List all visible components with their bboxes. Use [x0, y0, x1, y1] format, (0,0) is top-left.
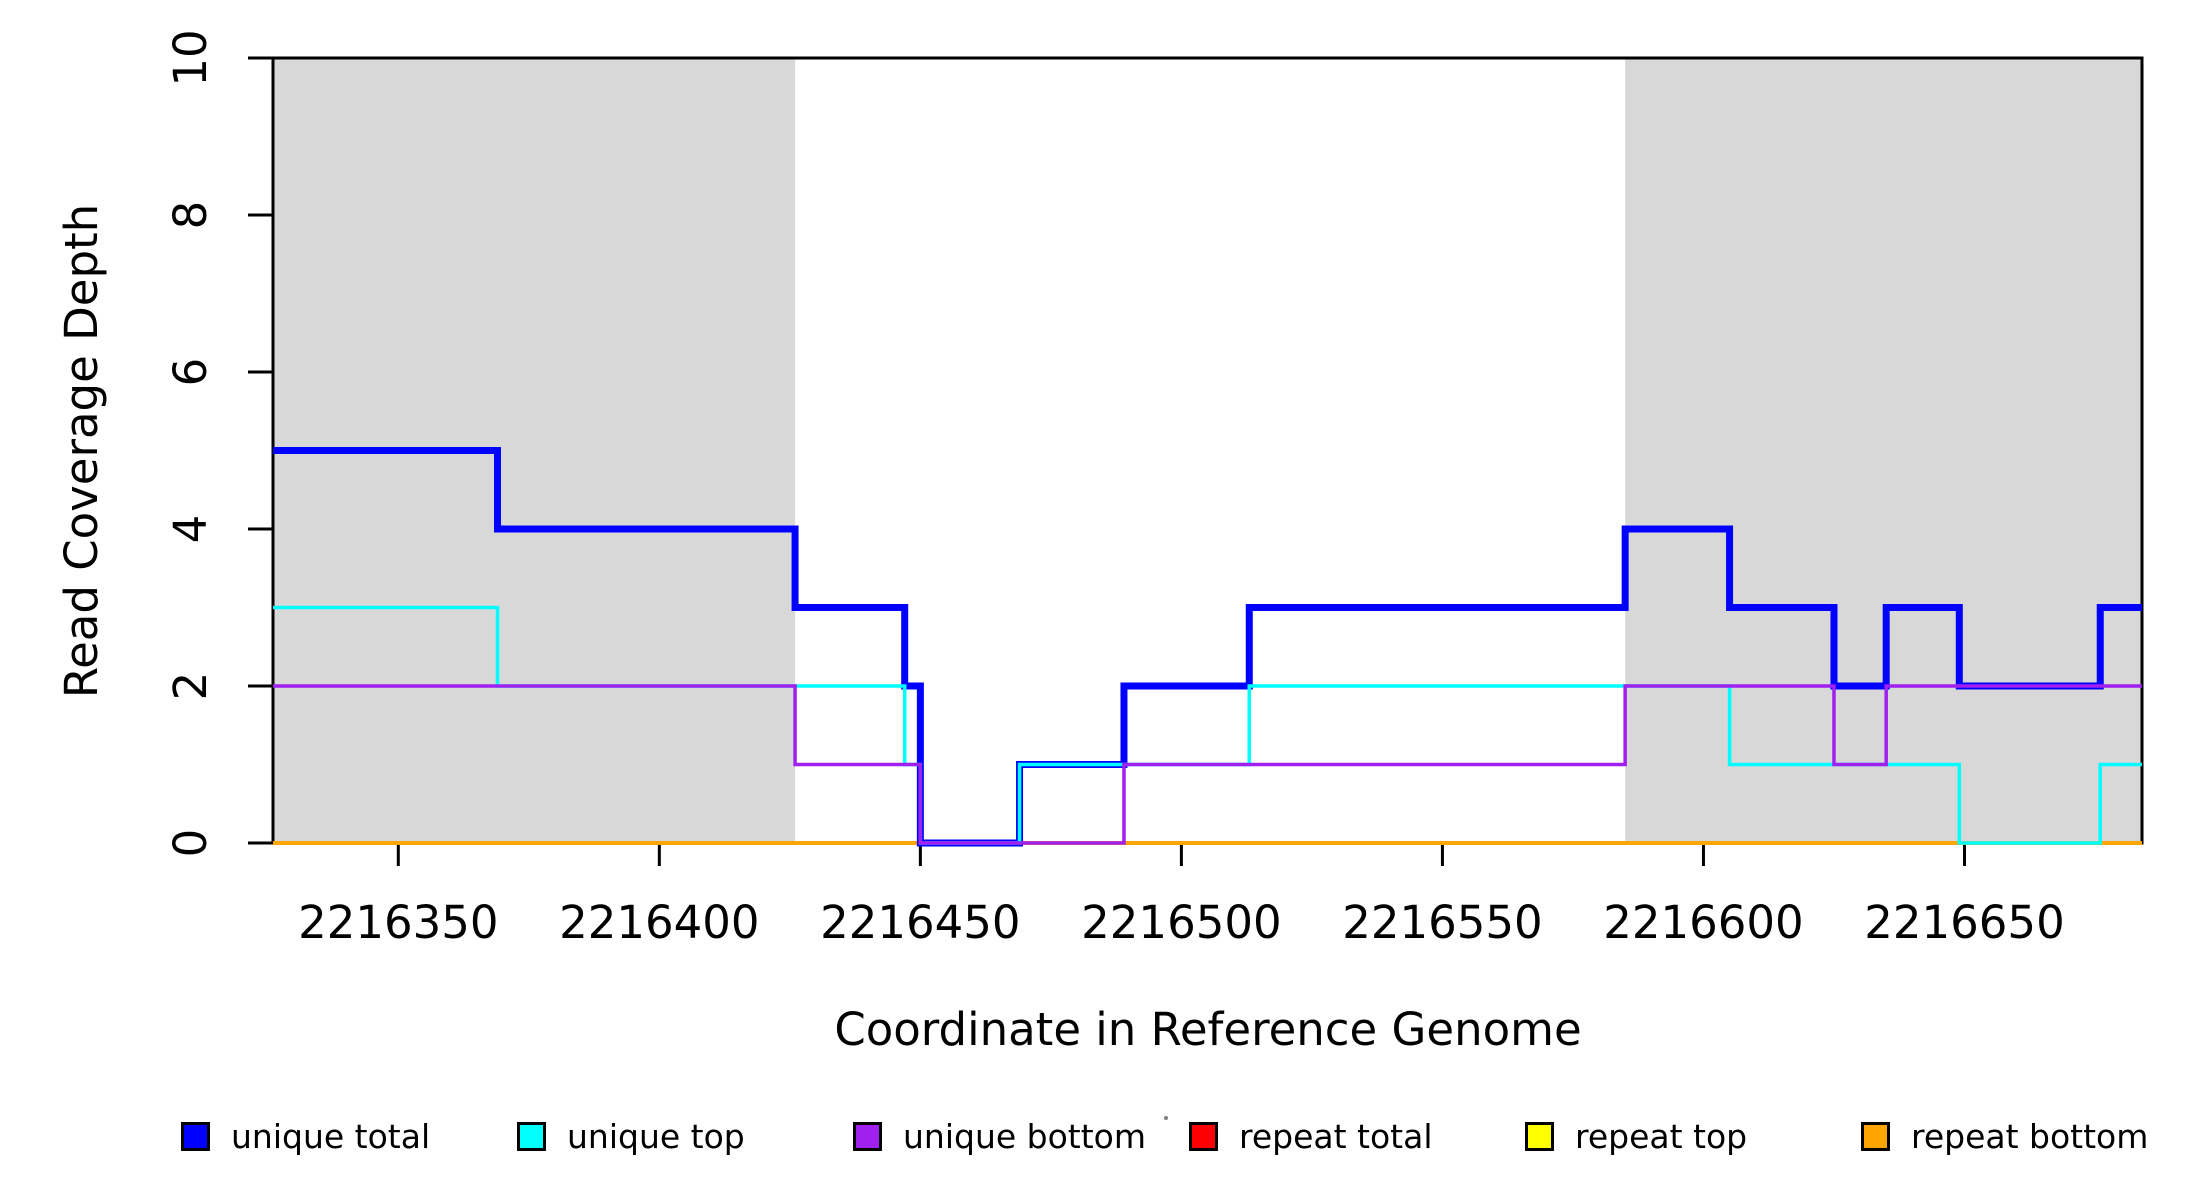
- x-tick-label: 2216400: [559, 896, 759, 949]
- y-tick-label: 2: [164, 672, 217, 701]
- series-unique-total: [273, 447, 2142, 847]
- x-tick-label: 2216350: [298, 896, 498, 949]
- y-tick-label: 10: [164, 29, 217, 86]
- x-tick-label: 2216550: [1342, 896, 1542, 949]
- y-tick-label: 8: [164, 201, 217, 230]
- x-tick-label: 2216500: [1081, 896, 1281, 949]
- x-tick-label: 2216450: [820, 896, 1020, 949]
- x-tick-label: 2216600: [1603, 896, 1803, 949]
- x-axis-title: Coordinate in Reference Genome: [834, 1003, 1581, 1056]
- y-tick-label: 0: [164, 829, 217, 858]
- stray-dot: [1164, 1116, 1168, 1120]
- y-tick-label: 6: [164, 358, 217, 387]
- right-repeat-region: [1625, 58, 2142, 843]
- axes: 2216350 2216400 2216450 2216500 2216550 22166…: [164, 29, 2144, 949]
- x-tick-label: 2216650: [1864, 896, 2064, 949]
- coverage-series-lines: [273, 447, 2142, 847]
- y-axis-title: Read Coverage Depth: [55, 204, 108, 698]
- y-tick-label: 4: [164, 515, 217, 544]
- series-unique-bottom: [273, 684, 2142, 845]
- repeat-region-shading: [273, 58, 2142, 843]
